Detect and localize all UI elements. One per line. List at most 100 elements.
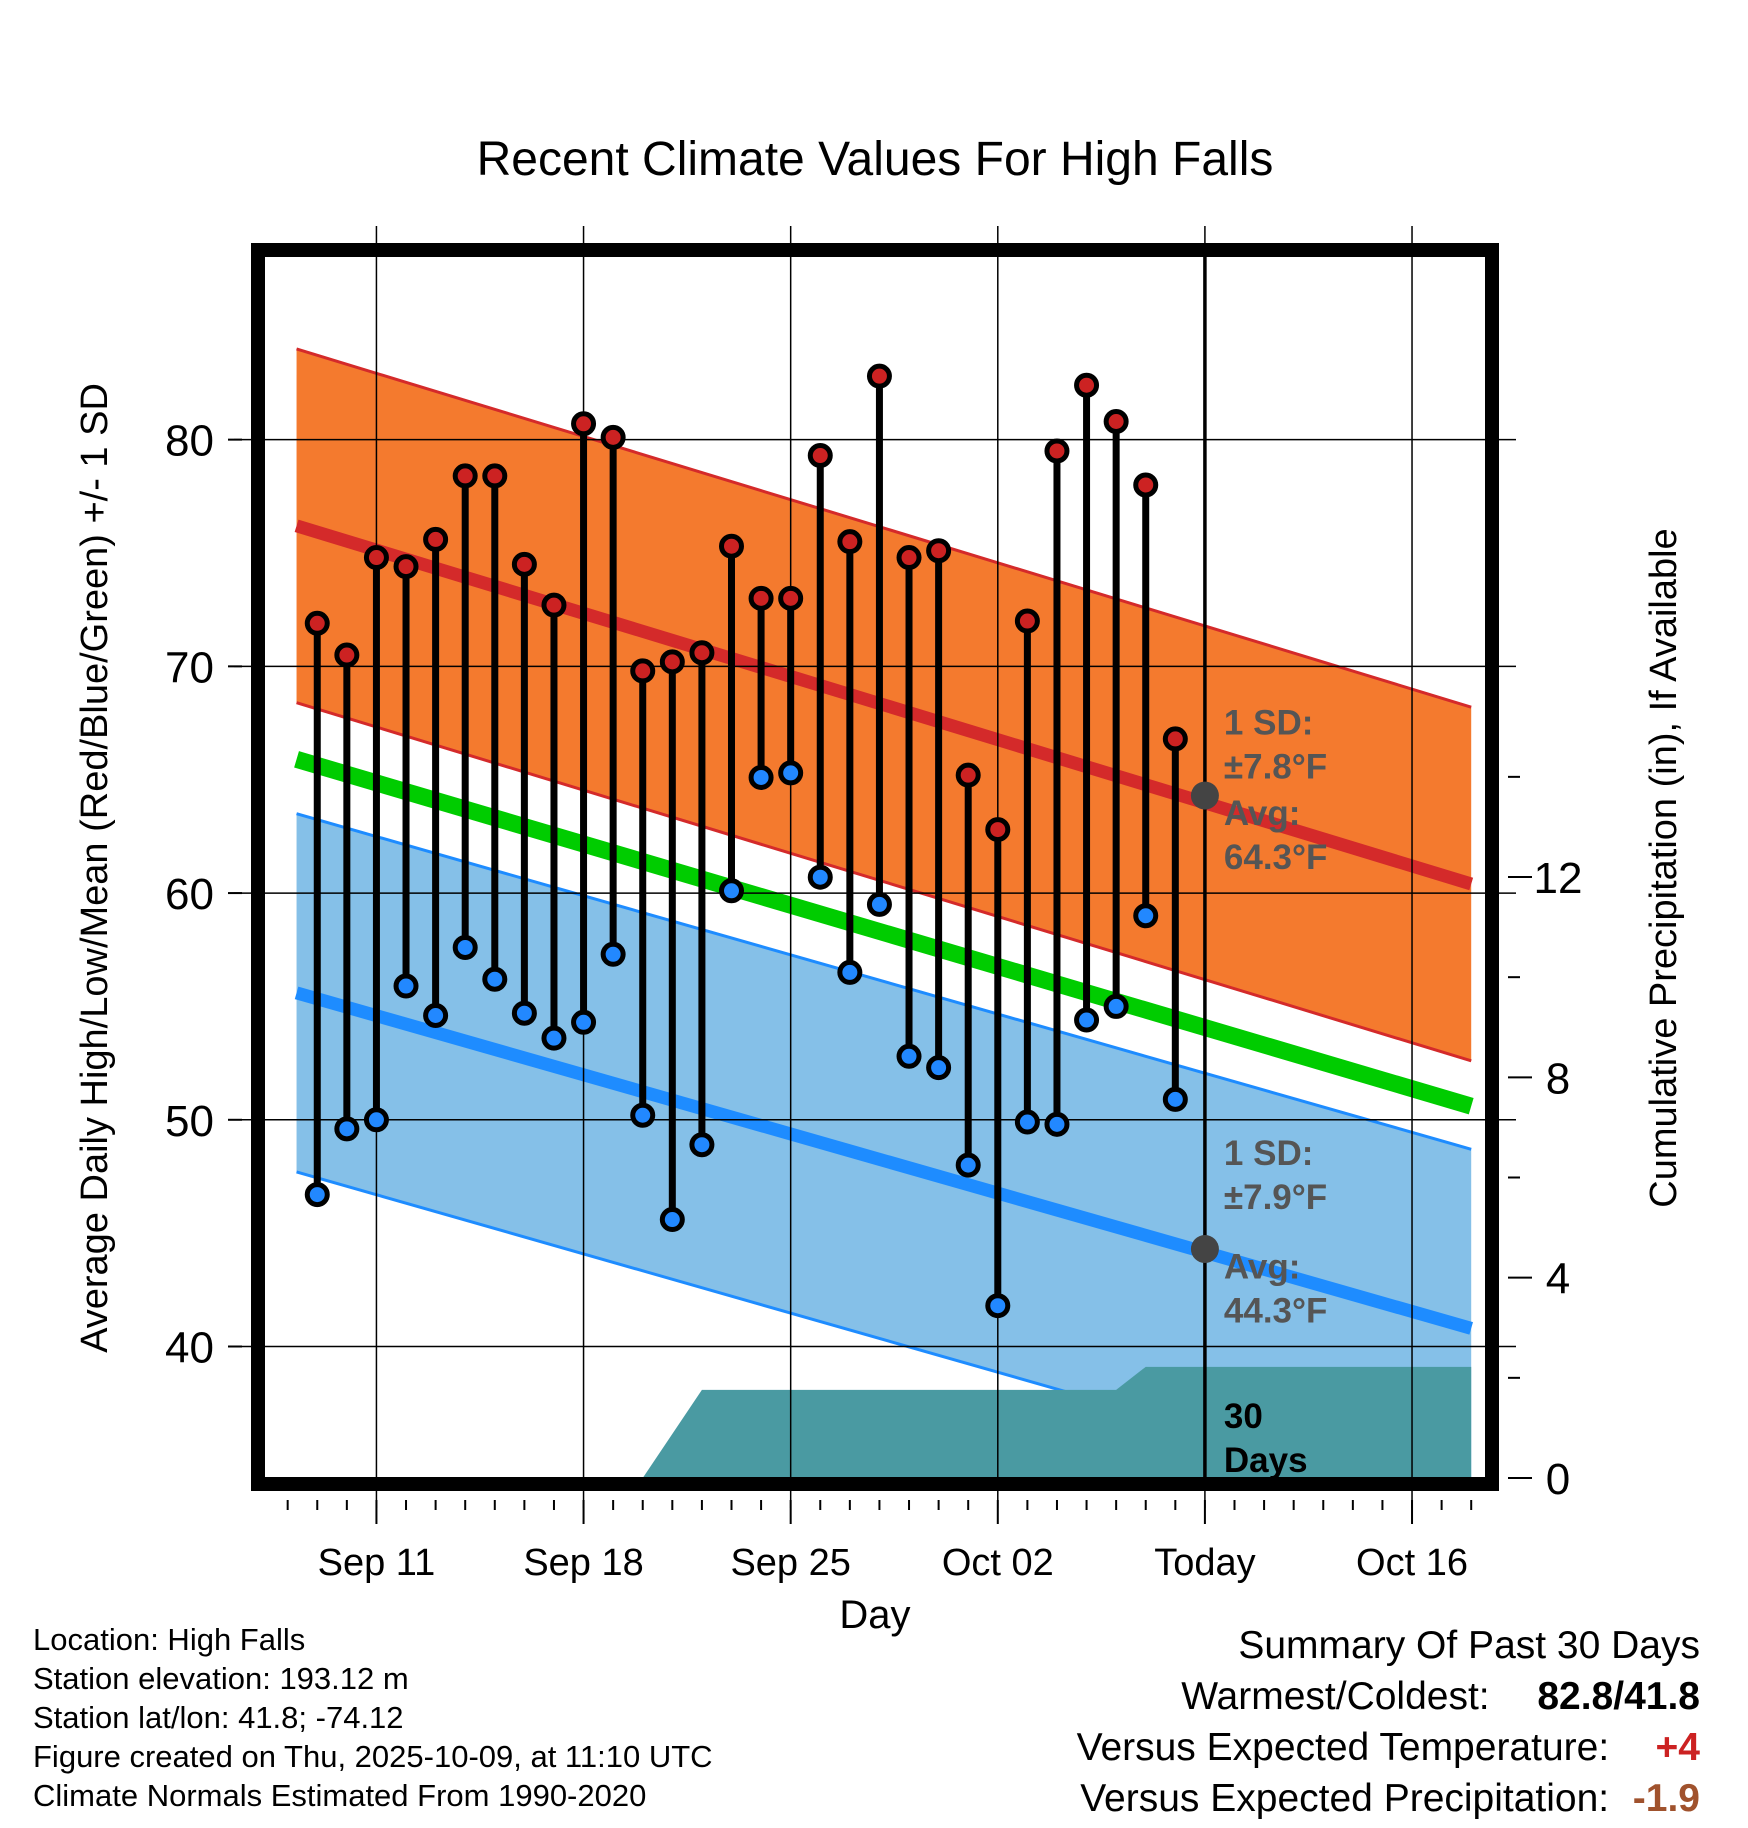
daily-high-point: [689, 640, 715, 666]
daily-high-point: [393, 554, 419, 580]
daily-high-point: [955, 762, 981, 788]
high-sd-band-upper-edge: [296, 347, 1472, 709]
daily-low-point: [807, 864, 833, 890]
info-latlon: Station lat/lon: 41.8; -74.12: [33, 1700, 404, 1735]
daily-high-point: [1074, 372, 1100, 398]
daily-low-point: [482, 966, 508, 992]
summary-title: Summary Of Past 30 Days: [1238, 1624, 1700, 1667]
info-normals: Climate Normals Estimated From 1990-2020: [33, 1778, 647, 1813]
y-axis-label: Average Daily High/Low/Mean (Red/Blue/Gr…: [74, 383, 116, 1353]
x-axis-label: Day: [839, 1593, 910, 1637]
high-avg-label: Avg:: [1224, 794, 1300, 833]
daily-high-point: [363, 545, 389, 571]
daily-low-point: [423, 1002, 449, 1028]
precipitation-area: [642, 1366, 1472, 1478]
x-tick-label: Today: [1154, 1542, 1255, 1584]
chart-title: Recent Climate Values For High Falls: [477, 133, 1274, 186]
normal-low-line: [294, 986, 1473, 1335]
daily-low-point: [571, 1009, 597, 1035]
daily-high-point: [452, 463, 478, 489]
days-unit-label: Days: [1224, 1441, 1308, 1480]
daily-low-point: [304, 1182, 330, 1208]
daily-high-point: [304, 610, 330, 636]
daily-high-point: [807, 443, 833, 469]
daily-high-point: [423, 526, 449, 552]
high-avg-value: 64.3°F: [1224, 838, 1328, 877]
daily-low-point: [926, 1055, 952, 1081]
daily-low-point: [689, 1132, 715, 1158]
daily-low-point: [896, 1043, 922, 1069]
daily-low-point: [837, 959, 863, 985]
low-sd-value: ±7.9°F: [1224, 1178, 1327, 1217]
info-location: Location: High Falls: [33, 1622, 306, 1657]
daily-high-point: [630, 658, 656, 684]
daily-low-point: [955, 1152, 981, 1178]
daily-high-point: [482, 463, 508, 489]
daily-high-point: [748, 585, 774, 611]
low-sd-band: [296, 813, 1472, 1478]
coldest-value: 41.8: [1624, 1675, 1700, 1718]
daily-low-point: [393, 973, 419, 999]
daily-low-point: [1044, 1111, 1070, 1137]
daily-low-point: [511, 1000, 537, 1026]
daily-high-point: [1133, 472, 1159, 498]
daily-low-point: [1103, 993, 1129, 1019]
temp-value: +4: [1655, 1726, 1700, 1769]
x-tick-label: Sep 25: [730, 1542, 850, 1584]
y2-tick-label: 0: [1546, 1455, 1570, 1504]
daily-low-point: [1162, 1086, 1188, 1112]
daily-low-point: [659, 1207, 685, 1233]
daily-high-point: [866, 363, 892, 389]
summary-temp-row: Versus Expected Temperature: +4: [1077, 1722, 1700, 1773]
daily-high-point: [926, 538, 952, 564]
daily-low-point: [363, 1107, 389, 1133]
low-avg-label: Avg:: [1224, 1247, 1300, 1286]
high-sd-label: 1 SD:: [1224, 703, 1313, 742]
daily-low-point: [778, 760, 804, 786]
y-tick-label: 60: [165, 870, 214, 919]
y2-axis-label: Cumulative Precipitation (in), If Availa…: [1643, 528, 1685, 1207]
x-tick-label: Oct 02: [942, 1542, 1054, 1584]
low-avg-value: 44.3°F: [1224, 1291, 1328, 1330]
y2-tick-label: 4: [1546, 1255, 1570, 1304]
daily-high-point: [1162, 726, 1188, 752]
daily-low-point: [630, 1102, 656, 1128]
y-tick-label: 50: [165, 1097, 214, 1146]
daily-low-point: [748, 764, 774, 790]
daily-high-point: [718, 533, 744, 559]
high-sd-value: ±7.8°F: [1224, 747, 1327, 786]
daily-high-point: [778, 585, 804, 611]
daily-high-point: [1014, 608, 1040, 634]
summary-warmest-row: Warmest/Coldest: 82.8/41.8: [1077, 1671, 1700, 1722]
temp-label: Versus Expected Temperature:: [1076, 1726, 1610, 1769]
daily-low-point: [1133, 903, 1159, 929]
daily-low-point: [452, 934, 478, 960]
today-high-avg-marker: [1190, 781, 1219, 810]
plot-frame: [251, 243, 1499, 1491]
y-tick-label: 40: [165, 1324, 214, 1373]
daily-high-point: [511, 551, 537, 577]
warmest-value: 82.8: [1537, 1675, 1614, 1718]
days-count-label: 30: [1224, 1397, 1263, 1436]
today-low-avg-marker: [1190, 1235, 1219, 1264]
daily-high-point: [896, 545, 922, 571]
daily-high-point: [334, 642, 360, 668]
daily-low-point: [866, 891, 892, 917]
warmest-label: Warmest/Coldest:: [1181, 1675, 1490, 1718]
info-elevation: Station elevation: 193.12 m: [33, 1661, 409, 1696]
daily-high-point: [1044, 438, 1070, 464]
precip-value: -1.9: [1632, 1777, 1700, 1820]
y-tick-label: 70: [165, 643, 214, 692]
daily-low-point: [1074, 1007, 1100, 1033]
daily-high-point: [600, 424, 626, 450]
daily-low-point: [985, 1293, 1011, 1319]
daily-high-point: [659, 649, 685, 675]
y-tick-label: 80: [165, 417, 214, 466]
low-sd-label: 1 SD:: [1224, 1134, 1313, 1173]
x-tick-label: Sep 11: [318, 1542, 436, 1584]
daily-low-point: [600, 941, 626, 967]
daily-low-point: [541, 1025, 567, 1051]
summary-panel: Summary Of Past 30 Days Warmest/Coldest:…: [1077, 1620, 1700, 1824]
summary-precip-row: Versus Expected Precipitation: -1.9: [1077, 1773, 1700, 1824]
